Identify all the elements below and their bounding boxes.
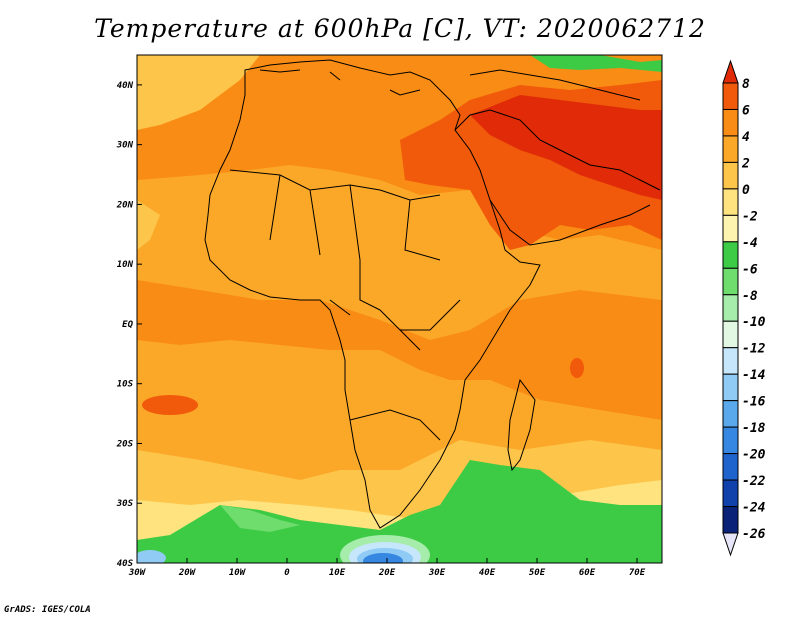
colorbar-label: -6 — [742, 262, 758, 277]
colorbar-label: -14 — [742, 368, 766, 383]
lat-tick-label: 10N — [117, 260, 134, 270]
credit-label: GrADS: IGES/COLA — [4, 605, 91, 615]
lat-tick-label: 20N — [116, 200, 134, 210]
colorbar-label: 4 — [742, 130, 750, 145]
lat-tick-label: 10S — [117, 380, 134, 390]
longitude-axis: 30W 20W 10W 0 10E 20E 30E 40E 50E 60E 70E — [128, 558, 646, 578]
colorbar-label: -2 — [742, 209, 758, 224]
lat-tick-label: 30N — [116, 141, 134, 151]
colorbar-swatch — [722, 347, 739, 375]
lon-tick-label: 30W — [128, 568, 147, 578]
lat-tick-label: 20S — [116, 439, 134, 449]
colorbar-swatch — [722, 294, 739, 322]
colorbar-top-arrow — [722, 59, 739, 84]
colorbar-label: -26 — [742, 527, 766, 542]
colorbar-swatch — [722, 479, 739, 508]
colorbar-swatch — [722, 241, 739, 269]
colorbar-swatch — [722, 108, 739, 137]
lat-tick-label: 30S — [116, 499, 134, 509]
colorbar-bottom-arrow — [722, 532, 739, 557]
colorbar-swatch — [722, 267, 739, 296]
colorbar-label: -16 — [742, 395, 766, 410]
colorbar: 8 6 4 2 0 -2 -4 -6 -8 -10 -12 -14 -16 -18 -20 -22 -24 -26 — [722, 59, 766, 557]
colorbar-swatch — [722, 320, 739, 349]
colorbar-label: 8 — [742, 77, 750, 92]
temperature-field — [137, 55, 662, 563]
colorbar-label: -18 — [742, 421, 766, 436]
colorbar-swatch — [722, 453, 739, 481]
colorbar-swatch — [722, 188, 739, 216]
colorbar-swatch — [722, 426, 739, 455]
lon-tick-label: 40E — [479, 568, 496, 578]
colorbar-label: -4 — [742, 236, 758, 251]
lon-tick-label: 20E — [378, 568, 396, 578]
colorbar-label: -24 — [742, 501, 766, 516]
colorbar-swatch — [722, 400, 739, 428]
lon-tick-label: 60E — [579, 568, 596, 578]
colorbar-label: -22 — [742, 474, 766, 489]
chart-title: Temperature at 600hPa [C], VT: 202006271… — [94, 14, 706, 43]
colorbar-label: 2 — [741, 156, 750, 171]
colorbar-label: 0 — [742, 183, 750, 198]
colorbar-label: -12 — [742, 342, 766, 357]
colorbar-label: -20 — [742, 448, 766, 463]
colorbar-label: 6 — [742, 103, 750, 118]
colorbar-label: -10 — [742, 315, 766, 330]
lat-tick-label: 40S — [117, 559, 134, 569]
lon-tick-label: 10E — [329, 568, 346, 578]
colorbar-swatch — [722, 161, 739, 190]
lon-tick-label: 30E — [428, 568, 446, 578]
colorbar-swatch — [722, 135, 739, 163]
colorbar-swatch — [722, 214, 739, 243]
colorbar-swatch — [722, 373, 739, 402]
lon-tick-label: 0 — [284, 568, 290, 578]
coastlines — [204, 59, 661, 529]
colorbar-swatch — [722, 506, 739, 534]
lon-tick-label: 10W — [229, 568, 247, 578]
colorbar-label: -8 — [742, 289, 758, 304]
lon-tick-label: 70E — [629, 568, 646, 578]
lon-tick-label: 50E — [529, 568, 546, 578]
lat-tick-label: 40N — [117, 81, 134, 91]
colorbar-swatch — [722, 82, 739, 110]
lat-tick-label: EQ — [122, 320, 133, 330]
latitude-axis: 40N 30N 20N 10N EQ 10S 20S 30S 40S — [116, 81, 142, 569]
plot-frame — [136, 54, 663, 564]
lon-tick-label: 20W — [178, 568, 197, 578]
